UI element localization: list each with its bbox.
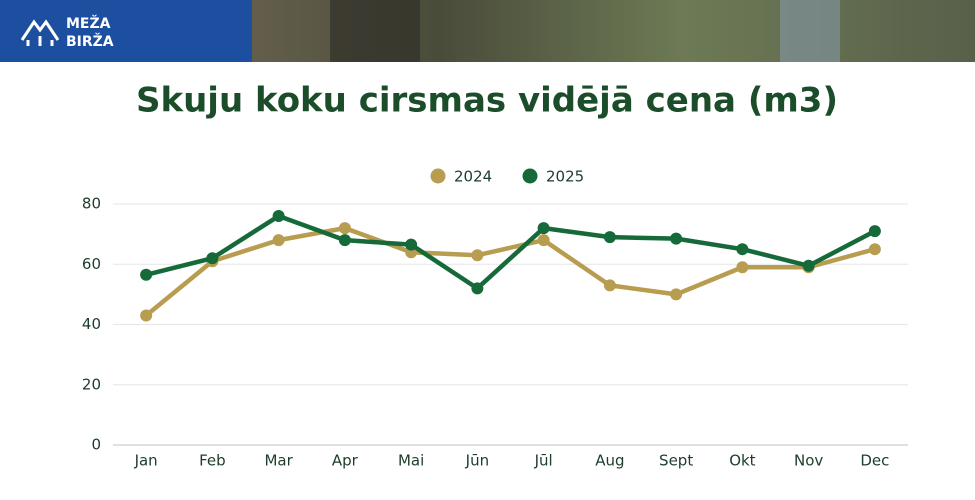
data-point: [140, 268, 153, 281]
data-point: [736, 261, 749, 274]
legend-marker: [522, 168, 538, 184]
data-point: [471, 282, 484, 295]
data-point: [537, 234, 550, 247]
sky-patch: [780, 0, 840, 62]
data-point: [140, 309, 153, 322]
x-tick-label: Mai: [398, 452, 424, 470]
chart-title: Skuju koku cirsmas vidējā cena (m3): [136, 81, 838, 121]
data-point: [206, 252, 219, 265]
data-point: [338, 222, 351, 235]
data-point: [670, 288, 683, 301]
tree-trunk: [330, 0, 420, 62]
y-tick-label: 40: [82, 315, 101, 333]
x-tick-label: Apr: [332, 452, 359, 470]
logo-panel: [0, 0, 252, 62]
legend-marker: [430, 168, 446, 184]
series-line: [145, 213, 876, 291]
data-point: [405, 238, 418, 251]
x-tick-label: Nov: [794, 452, 823, 470]
y-tick-label: 80: [82, 195, 101, 213]
y-tick-label: 20: [82, 375, 101, 393]
x-tick-label: Okt: [729, 452, 755, 470]
x-tick-label: Dec: [860, 452, 889, 470]
data-point: [272, 234, 285, 247]
data-point: [603, 279, 616, 292]
logo-text: BIRŽA: [66, 33, 114, 50]
x-tick-label: Jūl: [534, 452, 553, 470]
x-tick-label: Feb: [199, 452, 226, 470]
legend-label: 2025: [546, 168, 584, 186]
x-tick-label: Mar: [264, 452, 293, 470]
plot: 0 20 40 60 80 Jan Feb Mar Apr Mai Jūn Jūl Aug Sept Okt…: [82, 168, 908, 470]
data-point: [471, 249, 484, 262]
data-point: [537, 222, 550, 235]
data-point: [670, 232, 683, 245]
data-point: [338, 234, 351, 247]
data-point: [802, 259, 815, 272]
logo-icon: [20, 19, 60, 46]
logo-text: MEŽA: [66, 15, 111, 32]
x-tick-label: Jan: [134, 452, 158, 470]
x-tick-label: Jūn: [465, 452, 489, 470]
header: MEŽA BIRŽA: [0, 0, 975, 62]
data-point: [272, 210, 285, 223]
legend-label: 2024: [454, 168, 492, 186]
series-line: [144, 225, 876, 318]
y-tick-label: 60: [82, 255, 101, 273]
x-tick-label: Aug: [595, 452, 624, 470]
data-point: [868, 225, 881, 238]
data-point: [868, 243, 881, 256]
data-point: [736, 243, 749, 256]
data-point: [603, 231, 616, 244]
x-tick-label: Sept: [659, 452, 693, 470]
y-tick-label: 0: [91, 436, 101, 454]
